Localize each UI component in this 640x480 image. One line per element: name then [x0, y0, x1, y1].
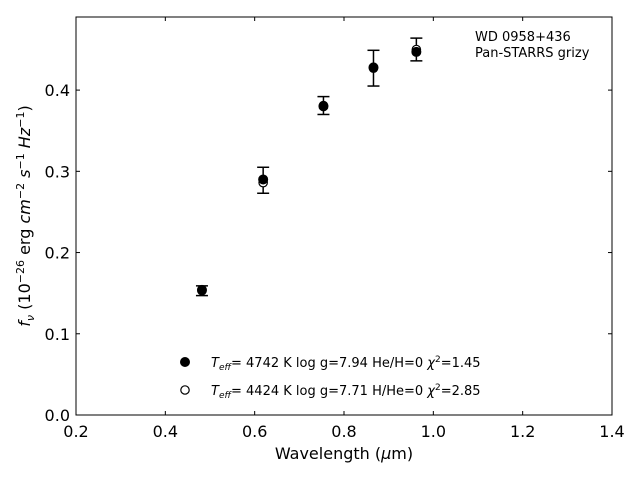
data-point: [411, 46, 422, 57]
y-tick-label: 0.4: [45, 81, 70, 100]
data-point: [196, 284, 207, 295]
y-tick-label: 0.1: [45, 325, 70, 344]
annotation: WD 0958+436 Pan-STARRS grizy: [475, 30, 590, 61]
annotation-line-1: WD 0958+436: [475, 30, 571, 45]
x-tick-label: 1.0: [421, 422, 446, 441]
y-tick-label: 0.0: [45, 406, 70, 425]
x-tick-label: 0.4: [153, 422, 178, 441]
legend-marker: [180, 385, 190, 395]
y-tick-label: 0.3: [45, 162, 70, 181]
x-tick-label: 0.6: [242, 422, 267, 441]
y-axis-label: fν (10−26 erg cm−2 s−1 Hz−1): [14, 105, 37, 326]
x-tick-label: 1.2: [510, 422, 535, 441]
x-tick-label: 1.4: [599, 422, 624, 441]
y-tick-label: 0.2: [45, 244, 70, 263]
x-axis-label: Wavelength (μm): [275, 444, 413, 463]
data-point: [258, 174, 269, 185]
axis-ticks: 0.2 0.4 0.6 0.8 1.0 1.2 1.4 0.0 0.1 0.2 0.3 0.4: [45, 17, 625, 441]
x-tick-label: 0.2: [63, 422, 88, 441]
data-point: [318, 101, 329, 112]
plot-area: [195, 37, 423, 297]
legend-entry: Teff= 4424 K log g=7.71 H/He=0 χ2=2.85: [211, 383, 481, 401]
legend: Teff= 4742 K log g=7.94 He/H=0 χ2=1.45 Te…: [180, 355, 481, 401]
annotation-line-2: Pan-STARRS grizy: [475, 46, 590, 61]
legend-entry: Teff= 4742 K log g=7.94 He/H=0 χ2=1.45: [211, 355, 481, 373]
x-tick-label: 0.8: [331, 422, 356, 441]
legend-marker: [180, 357, 190, 367]
data-point: [368, 62, 379, 73]
